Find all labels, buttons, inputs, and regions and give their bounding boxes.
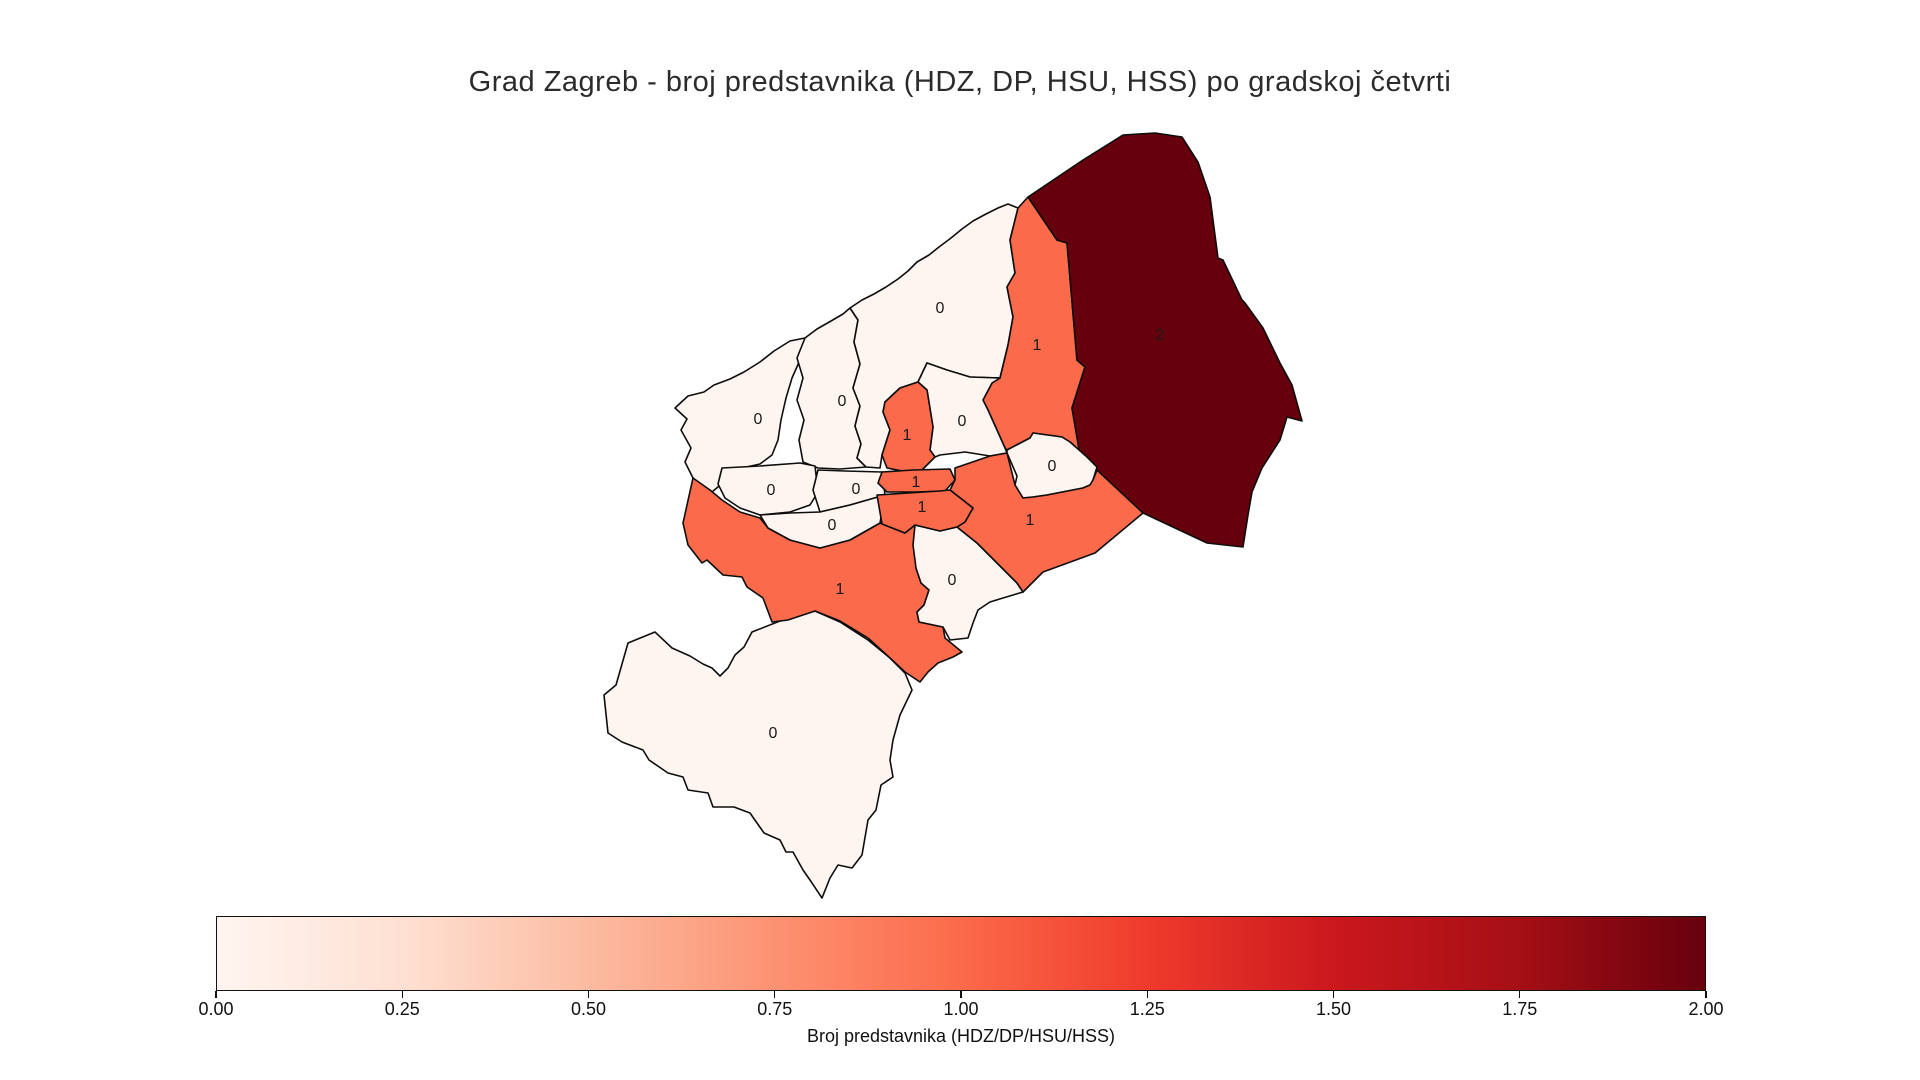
region-podsused_vrapce bbox=[674, 337, 806, 493]
colorbar-tick-mark bbox=[587, 991, 590, 998]
colorbar-axis-label: Broj predstavnika (HDZ/DP/HSU/HSS) bbox=[806, 1026, 1116, 1046]
region-label-tresnjevka_jug: 0 bbox=[828, 517, 837, 534]
region-label-pescenica_zitnjak: 1 bbox=[1026, 512, 1035, 529]
region-label-donji_grad: 1 bbox=[912, 474, 921, 491]
colorbar-tick-mark bbox=[774, 991, 776, 998]
region-brezovica bbox=[603, 610, 913, 899]
chart-title: Grad Zagreb - broj predstavnika (HDZ, DP… bbox=[468, 66, 1452, 98]
region-label-maksimir: 0 bbox=[958, 413, 967, 430]
colorbar-tickmarks bbox=[215, 991, 1707, 998]
region-tresnjevka_jug bbox=[759, 494, 886, 549]
colorbar-tick-label: 1.50 bbox=[1315, 999, 1352, 1019]
colorbar-gradient bbox=[216, 916, 1706, 991]
region-gornji_grad_medvescak bbox=[881, 381, 936, 474]
colorbar-tick-label: 1.00 bbox=[943, 999, 979, 1019]
colorbar-ticklabels: 0.00 0.25 0.50 0.75 1.00 1.25 1.50 1.75 2.00 bbox=[198, 999, 1723, 1023]
colorbar-tick-mark bbox=[1146, 991, 1148, 998]
region-label-podsused_vrapce: 0 bbox=[754, 411, 763, 428]
colorbar-tick-label: 0.25 bbox=[384, 999, 420, 1019]
colorbar-tick-mark bbox=[960, 991, 962, 998]
region-label-gornji_grad_medvescak: 1 bbox=[903, 427, 912, 444]
region-trnje bbox=[876, 489, 974, 534]
colorbar-tick-mark bbox=[215, 991, 217, 998]
region-label-tresnjevka_sjever: 0 bbox=[852, 481, 861, 498]
region-sesvete bbox=[1027, 132, 1303, 548]
region-stenjevec bbox=[717, 462, 819, 516]
region-label-novi_zagreb_zapad: 1 bbox=[836, 581, 845, 598]
colorbar-tick-mark bbox=[1705, 991, 1707, 998]
region-label-gornja_dubrava: 1 bbox=[1033, 337, 1042, 354]
region-label-donja_dubrava: 0 bbox=[1048, 458, 1057, 475]
region-label-stenjevec: 0 bbox=[767, 482, 776, 499]
colorbar-tick-label: 1.25 bbox=[1129, 999, 1165, 1019]
region-label-sesvete: 2 bbox=[1156, 327, 1165, 344]
region-label-brezovica: 0 bbox=[769, 725, 778, 742]
region-label-novi_zagreb_istok: 0 bbox=[948, 572, 957, 589]
region-label-podsljeme: 0 bbox=[936, 300, 945, 317]
colorbar-tick-mark bbox=[1519, 991, 1521, 998]
colorbar-tick-label: 1.75 bbox=[1502, 999, 1538, 1019]
region-label-crnomerec: 0 bbox=[838, 393, 847, 410]
colorbar-tick-label: 0.75 bbox=[757, 999, 793, 1019]
colorbar-tick-mark bbox=[1332, 991, 1335, 998]
region-label-trnje: 1 bbox=[918, 499, 927, 516]
colorbar-tick-label: 0.50 bbox=[570, 999, 607, 1019]
colorbar-tick-mark bbox=[401, 991, 403, 998]
colorbar-tick-label: 2.00 bbox=[1688, 999, 1724, 1019]
colorbar-tick-label: 0.00 bbox=[198, 999, 234, 1019]
